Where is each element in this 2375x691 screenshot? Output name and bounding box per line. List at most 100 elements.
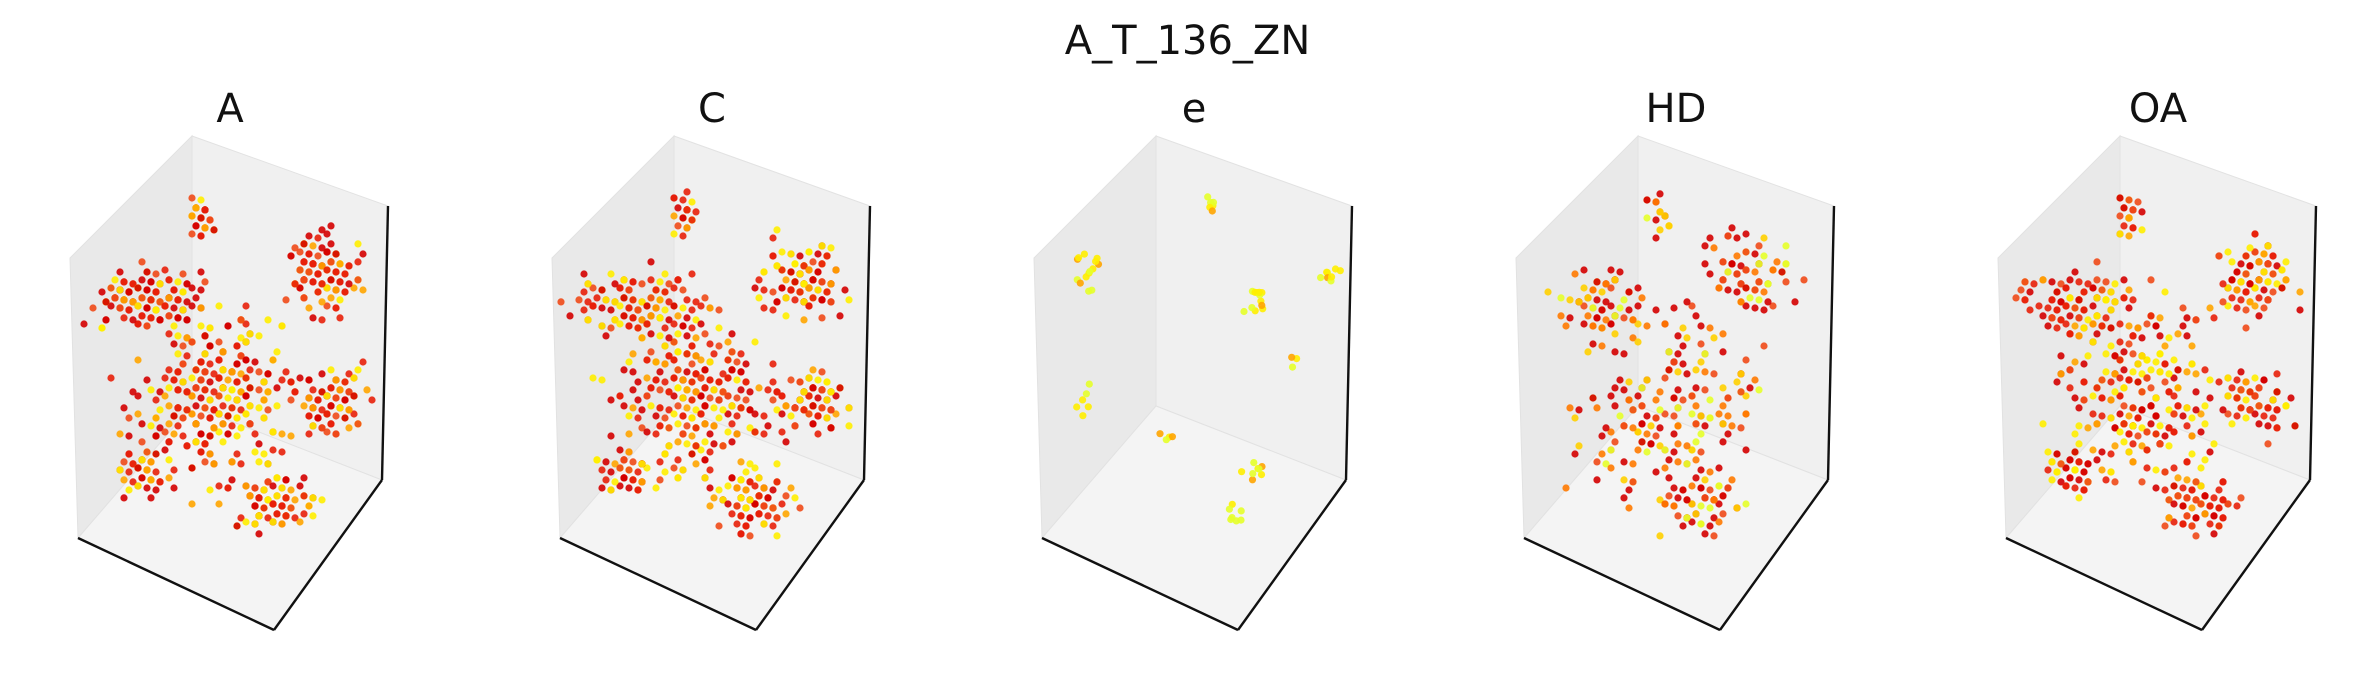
data-point: [327, 294, 335, 302]
data-point: [237, 370, 245, 378]
data-point: [2129, 458, 2137, 466]
data-point: [224, 394, 232, 402]
data-point: [327, 384, 335, 392]
data-point: [845, 422, 853, 430]
data-point: [1629, 316, 1637, 324]
data-point: [120, 314, 128, 322]
data-point: [2039, 420, 2047, 428]
data-point: [2116, 230, 2124, 238]
data-point: [2125, 196, 2133, 204]
data-point: [742, 396, 750, 404]
data-point: [201, 206, 209, 214]
data-point: [2129, 206, 2137, 214]
data-point: [210, 226, 218, 234]
data-point: [341, 270, 349, 278]
data-point: [2224, 500, 2232, 508]
data-point: [179, 288, 187, 296]
data-point: [2282, 258, 2290, 266]
data-point: [201, 350, 209, 358]
data-point: [2120, 384, 2128, 392]
data-point: [1248, 476, 1257, 484]
data-point: [1670, 412, 1678, 420]
data-point: [625, 448, 633, 456]
data-point: [1323, 268, 1331, 276]
data-point: [1728, 422, 1736, 430]
data-point: [2116, 392, 2124, 400]
data-point: [1737, 298, 1745, 306]
data-point: [1674, 404, 1682, 412]
data-point: [737, 476, 745, 484]
data-point: [251, 502, 259, 510]
data-point: [174, 350, 182, 358]
data-point: [336, 404, 344, 412]
data-point: [1791, 298, 1799, 306]
data-point: [782, 294, 790, 302]
data-point: [688, 270, 696, 278]
data-point: [760, 412, 768, 420]
data-point: [2147, 312, 2155, 320]
data-point: [273, 492, 281, 500]
data-point: [728, 474, 736, 482]
data-point: [2125, 304, 2133, 312]
data-point: [2021, 296, 2029, 304]
data-point: [2107, 324, 2115, 332]
data-point: [796, 378, 804, 386]
data-point: [827, 406, 835, 414]
data-point: [1656, 442, 1664, 450]
data-point: [823, 396, 831, 404]
data-point: [647, 294, 655, 302]
data-point: [2084, 460, 2092, 468]
data-point: [305, 250, 313, 258]
data-point: [818, 314, 826, 322]
z-axis-line: [862, 205, 872, 481]
data-point: [2233, 376, 2241, 384]
data-point: [827, 280, 835, 288]
data-point: [814, 250, 822, 258]
data-point: [683, 296, 691, 304]
data-point: [688, 414, 696, 422]
data-point: [2138, 226, 2146, 234]
data-point: [638, 424, 646, 432]
data-point: [2111, 442, 2119, 450]
data-point: [2192, 514, 2200, 522]
data-point: [89, 304, 97, 312]
data-point: [2107, 450, 2115, 458]
data-point: [129, 460, 137, 468]
data-point: [2188, 486, 2196, 494]
data-point: [706, 484, 714, 492]
data-point: [2066, 366, 2074, 374]
data-point: [332, 394, 340, 402]
data-point: [314, 396, 322, 404]
data-point: [688, 378, 696, 386]
data-point: [2116, 212, 2124, 220]
data-point: [2021, 278, 2029, 286]
data-point: [1317, 274, 1325, 282]
data-point: [102, 316, 110, 324]
data-point: [652, 412, 660, 420]
data-point: [170, 376, 178, 384]
data-point: [210, 424, 218, 432]
data-point: [138, 438, 146, 446]
data-point: [1800, 276, 1808, 284]
data-point: [179, 432, 187, 440]
data-point: [1692, 474, 1700, 482]
data-point: [323, 230, 331, 238]
data-point: [2071, 394, 2079, 402]
data-point: [2156, 368, 2164, 376]
data-point: [309, 278, 317, 286]
data-point: [2066, 456, 2074, 464]
data-point: [174, 314, 182, 322]
data-point: [643, 464, 651, 472]
data-point: [2129, 332, 2137, 340]
data-point: [1688, 410, 1696, 418]
data-point: [647, 384, 655, 392]
data-point: [620, 294, 628, 302]
data-point: [116, 430, 124, 438]
x-axis-line: [1041, 536, 1239, 632]
data-point: [192, 384, 200, 392]
data-point: [318, 262, 326, 270]
data-point: [2246, 244, 2254, 252]
data-point: [2116, 338, 2124, 346]
data-point: [2138, 334, 2146, 342]
data-point: [242, 392, 250, 400]
